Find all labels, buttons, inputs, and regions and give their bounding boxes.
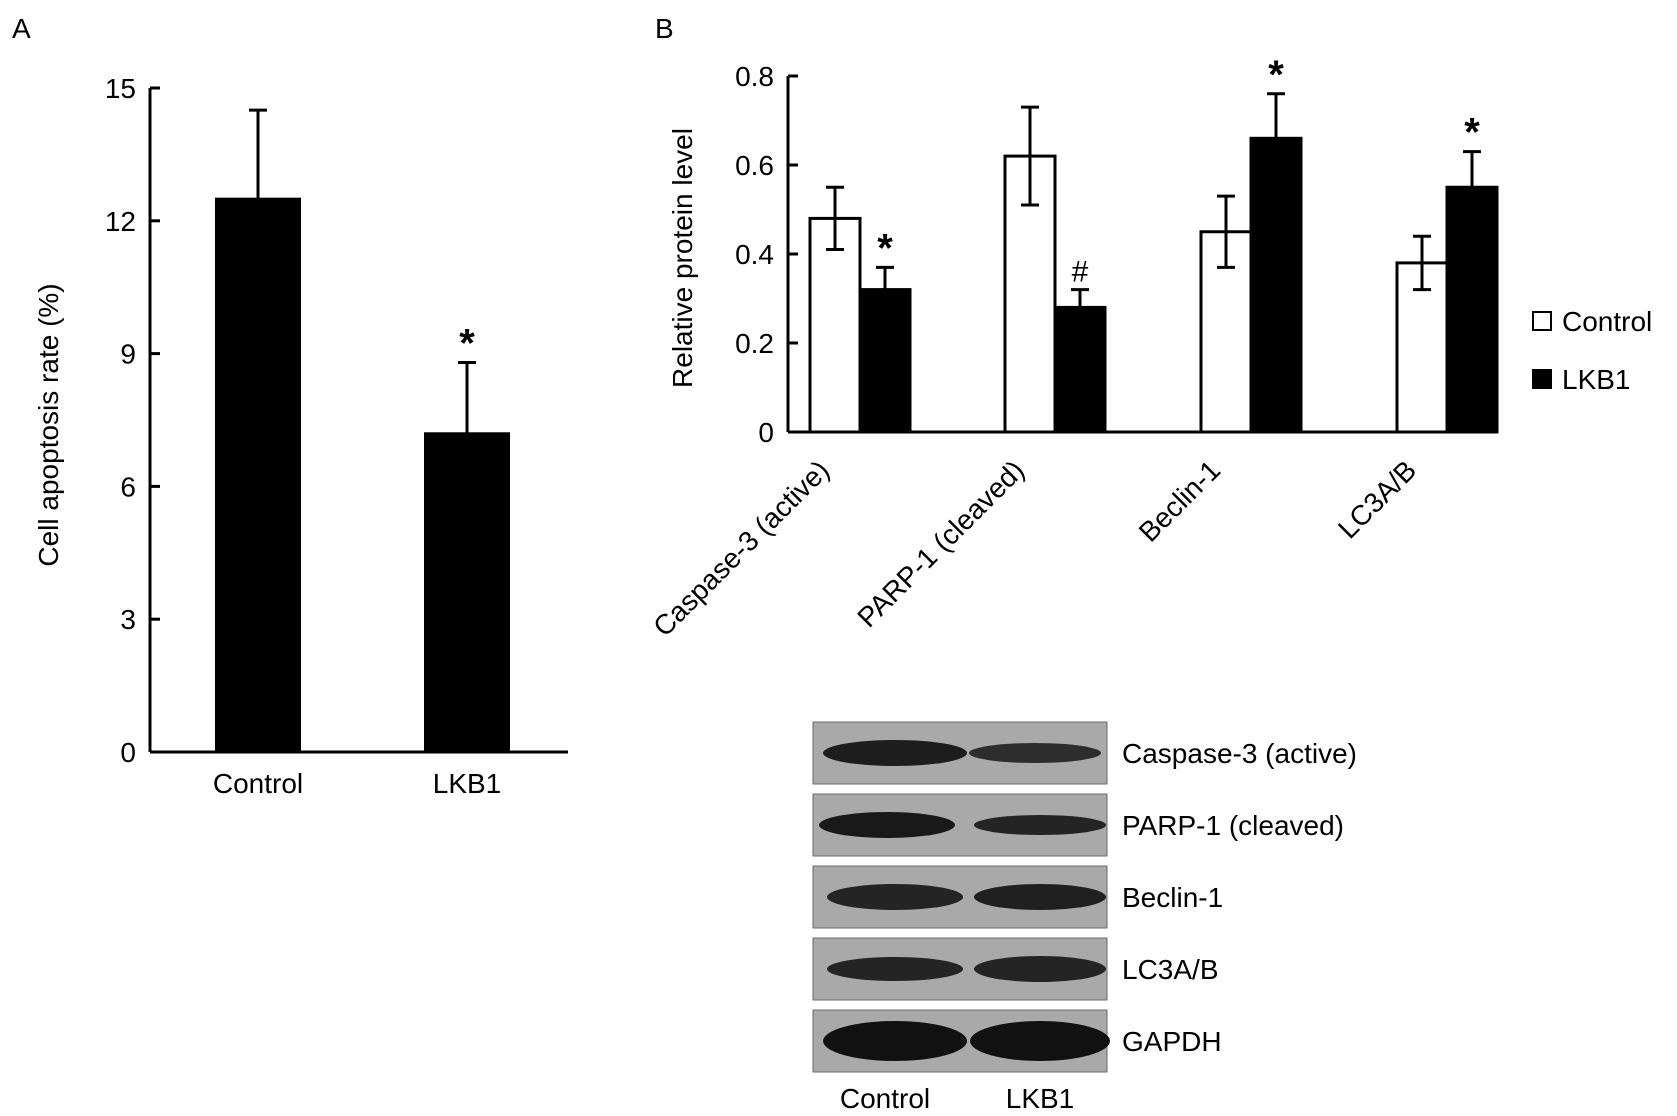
chart-b-bar-lkb1 xyxy=(1249,136,1303,434)
chart-a-y-tick-label: 12 xyxy=(105,206,136,237)
chart-b-significance-mark: * xyxy=(1464,111,1480,155)
chart-a-y-axis-title: Cell apoptosis rate (%) xyxy=(33,283,64,566)
chart-a-y-tick-label: 6 xyxy=(120,471,136,502)
blot-lane-label: Control xyxy=(840,1083,930,1114)
chart-b-significance-mark: * xyxy=(1268,53,1284,97)
chart-b-legend: Control LKB1 xyxy=(1532,306,1652,395)
chart-b-y-tick-label: 0.8 xyxy=(735,61,774,92)
chart-b-y-tick-label: 0.2 xyxy=(735,328,774,359)
chart-a-category-label: Control xyxy=(213,768,303,799)
panel-label-a: A xyxy=(12,13,31,44)
legend-label-control: Control xyxy=(1562,306,1652,337)
western-blot: Caspase-3 (active) PARP-1 (cleaved) Beclin… xyxy=(812,721,1357,1114)
chart-b-category-label: LC3A/B xyxy=(1332,454,1422,544)
blot-band xyxy=(823,740,967,766)
blot-lane-label: LKB1 xyxy=(1006,1083,1075,1114)
legend-swatch-lkb1 xyxy=(1532,369,1552,389)
chart-b-bar-lkb1 xyxy=(1053,305,1107,434)
blot-band xyxy=(969,743,1101,763)
blot-band xyxy=(827,957,963,981)
chart-b-y-tick-label: 0.6 xyxy=(735,150,774,181)
legend-label-lkb1: LKB1 xyxy=(1562,364,1631,395)
chart-b-category-label: Caspase-3 (active) xyxy=(647,454,835,642)
blot-band xyxy=(823,1021,967,1061)
legend-swatch-control xyxy=(1532,311,1552,331)
chart-b-category-label: PARP-1 (cleaved) xyxy=(851,454,1030,633)
chart-b-bar-lkb1 xyxy=(858,288,912,434)
chart-a-bar xyxy=(215,197,301,753)
chart-b-y-tick-label: 0 xyxy=(758,417,774,448)
blot-band xyxy=(970,1021,1110,1061)
chart-b-significance-mark: # xyxy=(1072,256,1089,289)
chart-b-significance-mark: * xyxy=(877,226,893,270)
blot-row-label: Beclin-1 xyxy=(1122,882,1223,913)
chart-a-y-tick-label: 9 xyxy=(120,339,136,370)
chart-a-y-tick-label: 3 xyxy=(120,604,136,635)
chart-a: Cell apoptosis rate (%) 0 3 6 9 12 15 Control *… xyxy=(33,73,568,799)
blot-band xyxy=(974,956,1106,982)
blot-band xyxy=(974,815,1106,835)
panel-label-b: B xyxy=(655,13,674,44)
chart-a-category-label: LKB1 xyxy=(433,768,502,799)
blot-band xyxy=(974,884,1106,910)
blot-row-label: LC3A/B xyxy=(1122,954,1219,985)
blot-row-label: GAPDH xyxy=(1122,1026,1222,1057)
chart-a-significance-mark: * xyxy=(459,321,475,365)
chart-b-category-label: Beclin-1 xyxy=(1133,454,1226,547)
chart-a-y-tick-label: 15 xyxy=(105,73,136,104)
chart-b-bar-lkb1 xyxy=(1445,185,1499,434)
blot-band xyxy=(819,812,955,838)
blot-band xyxy=(827,884,963,910)
blot-row-label: PARP-1 (cleaved) xyxy=(1122,810,1344,841)
chart-b-y-tick-label: 0.4 xyxy=(735,239,774,270)
chart-a-y-tick-label: 0 xyxy=(120,737,136,768)
chart-a-bar xyxy=(424,432,510,753)
blot-row-label: Caspase-3 (active) xyxy=(1122,738,1357,769)
chart-b-y-axis-title: Relative protein level xyxy=(667,128,698,388)
chart-b: Relative protein level 0 0.2 0.4 0.6 0.8 * Cas… xyxy=(647,53,1499,642)
